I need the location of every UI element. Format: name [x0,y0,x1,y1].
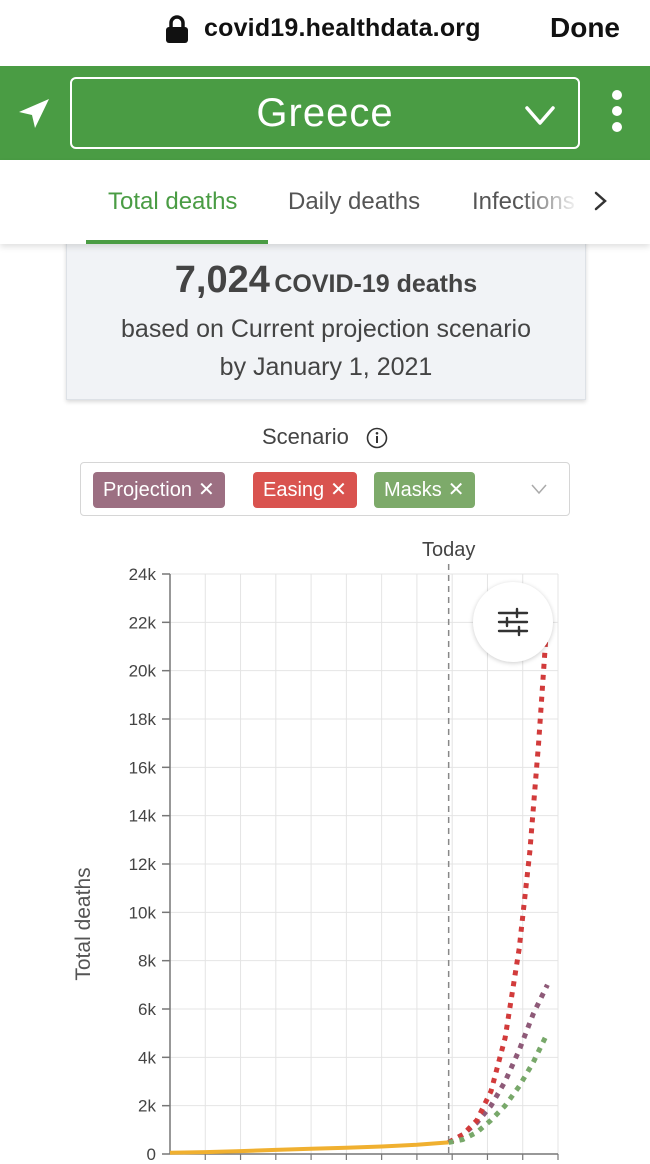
chip-masks[interactable]: Masks ✕ [374,472,475,508]
series-line-masks [448,1032,550,1145]
location-arrow-icon[interactable] [16,96,52,132]
y-tick-label: 18k [129,710,157,729]
browser-url-bar: covid19.healthdata.org Done [0,0,650,66]
lock-icon [166,15,188,43]
location-header: Greece [0,66,650,160]
summary-date-text: by January 1, 2021 [219,353,433,381]
remove-chip-icon[interactable]: ✕ [197,479,215,501]
sliders-icon [497,607,529,637]
series-line-easing [447,614,550,1145]
metric-tabs: Total deaths Daily deaths Infections [0,160,650,244]
y-tick-label: 10k [129,903,157,922]
remove-chip-icon[interactable]: ✕ [447,479,465,501]
y-tick-label: 2k [138,1097,156,1116]
y-tick-label: 6k [138,1000,156,1019]
series-line-projection [447,983,550,1145]
chevron-right-icon[interactable] [590,186,612,216]
y-tick-label: 0 [147,1145,156,1164]
tab-total-deaths[interactable]: Total deaths [108,188,238,215]
done-button[interactable]: Done [550,12,620,43]
summary-card: 7,024 COVID-19 deaths based on Current p… [66,236,586,400]
chip-easing[interactable]: Easing ✕ [253,472,357,508]
more-vertical-icon[interactable] [606,90,628,138]
url-text[interactable]: covid19.healthdata.org [204,14,481,42]
y-tick-label: 8k [138,952,156,971]
total-deaths-chart: 0 2k 4k 6k 8k 10k 12k 14k 16k 18k 20k 22k 24k Total d… [72,539,559,1164]
chevron-down-icon[interactable] [529,481,549,497]
scenario-label: Scenario [262,424,349,449]
scenario-multiselect[interactable]: Projection ✕ Easing ✕ Masks ✕ [80,462,570,516]
today-label: Today [422,539,475,561]
remove-chip-icon[interactable]: ✕ [330,479,347,501]
y-tick-label: 16k [129,758,157,777]
total-deaths-label: COVID-19 deaths [274,270,478,298]
y-tick-label: 22k [129,613,157,632]
y-tick-label: 20k [129,662,157,681]
series-line-observed [169,1140,449,1155]
active-tab-indicator [86,240,268,244]
chip-projection[interactable]: Projection ✕ [93,472,225,508]
y-axis-title: Total deaths [72,867,95,980]
tab-daily-deaths[interactable]: Daily deaths [288,188,421,215]
summary-scenario-text: based on Current projection scenario [121,315,531,343]
y-tick-label: 4k [138,1048,156,1067]
location-value: Greece [256,91,394,135]
y-tick-label: 12k [129,855,157,874]
location-select[interactable]: Greece [70,77,580,149]
y-tick-label: 14k [129,807,157,826]
total-deaths-number: 7,024 [174,259,270,301]
chart-settings-button[interactable] [473,582,553,662]
y-tick-label: 24k [129,565,157,584]
info-icon[interactable] [366,427,388,449]
chevron-down-icon [525,106,555,125]
